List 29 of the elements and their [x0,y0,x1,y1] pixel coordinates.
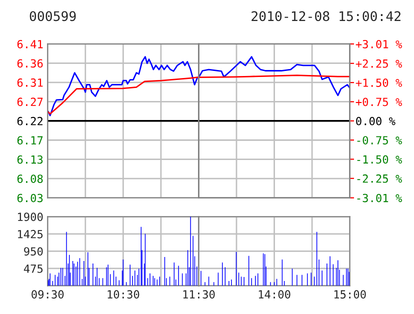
x-tick-label: 10:30 [108,290,140,299]
y-tick-label: 6.41 [17,40,43,48]
text: -3.01 % [357,194,402,202]
text: -2.25 % [357,174,402,183]
text: +3.01 % [356,40,402,48]
y-tick-label: 475 [24,264,43,273]
y-tick-label: 6.27 [17,98,43,106]
y-tick-label: 6.03 [17,194,43,202]
y-tick-label: 6.13 [17,155,43,164]
text: 0.00 % [356,116,396,126]
y-tick-label: 1900 [18,212,43,222]
text: +0.75 % [356,98,402,106]
y-tick-label: 6.17 [17,136,43,145]
text: +1.50 % [356,78,402,87]
text: -0.75 % [357,136,402,144]
y-tick-label: 6.36 [17,59,43,68]
x-tick-label: 15:00 [334,290,366,299]
chart-title: 2010-12-08 15:00:42 [252,11,400,22]
text: +2.25 % [356,59,402,68]
text: -1.50 % [357,155,402,164]
y-tick-label: 1425 [18,230,43,238]
y-tick-label: 6.08 [17,174,43,183]
x-tick-label: 09:30 [32,290,64,299]
y-tick-label: 950 [24,247,43,256]
y-tick-label: 6.31 [17,78,43,87]
x-tick-label: 11:30 [183,290,215,299]
x-tick-label: 14:00 [258,290,290,299]
y-tick-label: 6.22 [17,116,42,126]
chart-title: 000599 [30,11,76,22]
